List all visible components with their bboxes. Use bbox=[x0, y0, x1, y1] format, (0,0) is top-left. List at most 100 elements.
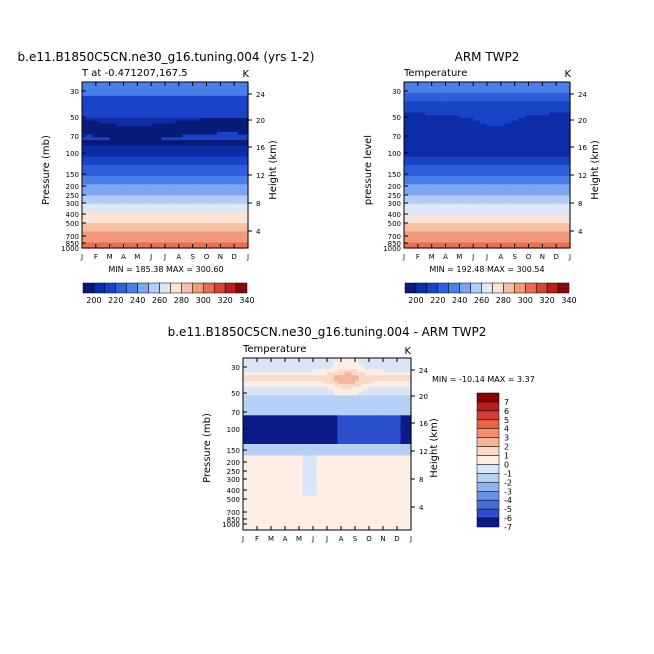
contour-cell bbox=[82, 131, 87, 136]
contour-cell bbox=[165, 220, 170, 224]
contour-cell bbox=[196, 200, 201, 205]
contour-cell bbox=[185, 90, 190, 94]
contour-cell bbox=[538, 104, 543, 108]
contour-cell bbox=[559, 137, 564, 141]
contour-cell bbox=[407, 178, 412, 183]
contour-cell bbox=[99, 159, 104, 163]
contour-cell bbox=[106, 228, 111, 232]
contour-cell bbox=[241, 101, 246, 105]
contour-cell bbox=[424, 156, 429, 161]
contour-cell bbox=[206, 156, 211, 161]
contour-cell bbox=[421, 120, 426, 125]
contour-cell bbox=[455, 195, 460, 199]
contour-cell bbox=[473, 192, 478, 197]
contour-cell bbox=[120, 242, 125, 246]
contour-cell bbox=[95, 245, 100, 249]
contour-cell bbox=[417, 101, 422, 105]
contour-cell bbox=[182, 167, 187, 172]
contour-cell bbox=[92, 101, 97, 105]
contour-cell bbox=[120, 217, 125, 221]
contour-cell bbox=[213, 184, 218, 188]
contour-cell bbox=[147, 236, 152, 241]
contour-cell bbox=[480, 195, 485, 199]
contour-cell bbox=[213, 84, 218, 89]
contour-cell bbox=[120, 87, 125, 91]
contour-cell bbox=[88, 203, 93, 208]
contour-cell bbox=[116, 203, 121, 208]
contour-cell bbox=[438, 101, 443, 105]
contour-cell bbox=[85, 126, 90, 130]
contour-cell bbox=[531, 115, 537, 119]
contour-cell bbox=[563, 173, 568, 177]
contour-cell bbox=[428, 195, 433, 199]
contour-cell bbox=[140, 178, 145, 183]
contour-cell bbox=[556, 87, 561, 91]
contour-cell bbox=[196, 242, 201, 246]
contour-cell bbox=[552, 192, 557, 197]
contour-cell bbox=[230, 209, 235, 213]
contour-cell bbox=[511, 178, 516, 183]
contour-cell bbox=[175, 165, 180, 169]
colorbar-swatch bbox=[235, 282, 248, 294]
contour-cell bbox=[487, 98, 492, 102]
contour-cell bbox=[168, 151, 173, 155]
contour-cell bbox=[223, 203, 228, 208]
contour-cell bbox=[147, 200, 152, 205]
contour-cell bbox=[185, 123, 190, 127]
contour-cell bbox=[462, 187, 467, 191]
contour-cell bbox=[424, 145, 429, 149]
contour-cell bbox=[165, 117, 170, 122]
contour-cell bbox=[85, 104, 90, 108]
contour-cell bbox=[237, 220, 242, 224]
contour-cell bbox=[178, 93, 183, 97]
contour-cell bbox=[209, 153, 215, 158]
contour-cell bbox=[230, 228, 235, 232]
contour-cell bbox=[203, 184, 208, 188]
contour-cell bbox=[244, 93, 249, 97]
contour-cell bbox=[234, 220, 239, 224]
contour-cell bbox=[192, 145, 197, 149]
contour-cell bbox=[196, 112, 201, 116]
contour-cell bbox=[178, 126, 183, 130]
contour-cell bbox=[452, 126, 457, 130]
contour-cell bbox=[88, 170, 93, 174]
contour-cell bbox=[109, 209, 114, 213]
contour-cell bbox=[424, 104, 429, 108]
contour-cell bbox=[82, 220, 87, 224]
contour-cell bbox=[414, 178, 419, 183]
contour-cell bbox=[459, 187, 464, 191]
contour-cell bbox=[171, 173, 176, 177]
contour-cell bbox=[521, 151, 526, 155]
contour-cell bbox=[171, 203, 176, 208]
contour-cell bbox=[99, 87, 104, 91]
contour-cell bbox=[196, 117, 201, 122]
contour-cell bbox=[493, 137, 498, 141]
contour-cell bbox=[158, 167, 163, 172]
y-tick-label: 200 bbox=[66, 183, 79, 191]
contour-cell bbox=[227, 87, 232, 91]
contour-cell bbox=[410, 87, 415, 91]
contour-cell bbox=[216, 148, 221, 152]
contour-cell bbox=[120, 109, 125, 114]
contour-cell bbox=[448, 176, 454, 180]
contour-cell bbox=[431, 178, 436, 183]
contour-cell bbox=[223, 192, 228, 197]
contour-cell bbox=[85, 117, 90, 122]
contour-cell bbox=[552, 151, 557, 155]
contour-cell bbox=[137, 203, 142, 208]
contour-cell bbox=[438, 165, 443, 169]
contour-cell bbox=[431, 115, 436, 119]
contour-cell bbox=[120, 159, 125, 163]
contour-cell bbox=[234, 176, 239, 180]
contour-cell bbox=[431, 82, 436, 86]
contour-cell bbox=[487, 101, 492, 105]
contour-cell bbox=[102, 87, 107, 91]
contour-cell bbox=[154, 159, 159, 163]
contour-cell bbox=[525, 187, 530, 191]
contour-cell bbox=[82, 123, 87, 127]
contour-cell bbox=[445, 137, 450, 141]
contour-cell bbox=[178, 181, 183, 185]
contour-cell bbox=[88, 236, 93, 241]
contour-cell bbox=[528, 131, 533, 136]
contour-cell bbox=[469, 189, 474, 194]
